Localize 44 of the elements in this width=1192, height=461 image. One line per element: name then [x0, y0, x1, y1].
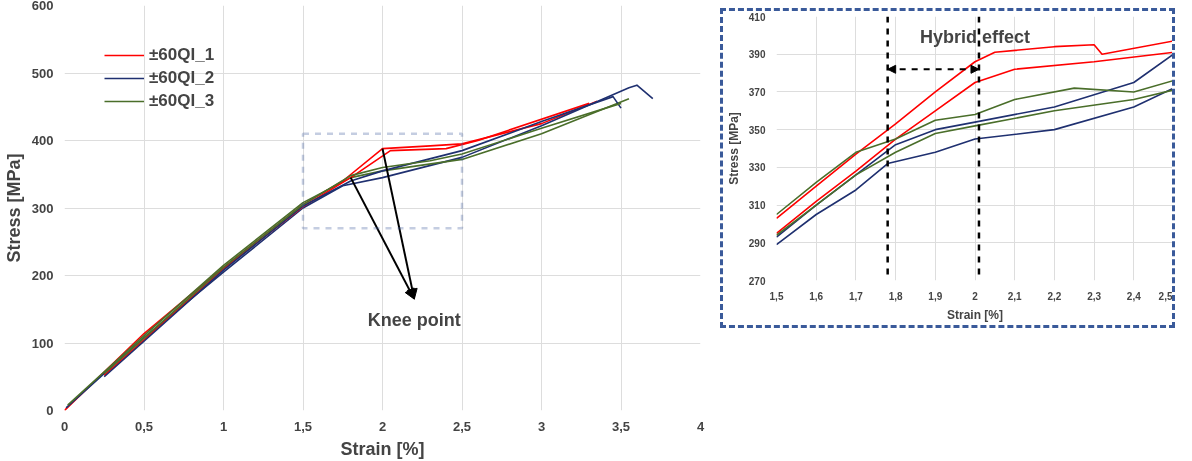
y-axis-title: Stress [MPa]	[3, 153, 24, 263]
annotation: Knee point	[367, 309, 461, 330]
x-tick-label: 1,9	[928, 290, 943, 302]
legend-label: ±60QI_3	[149, 91, 215, 111]
y-tick-label: 100	[31, 335, 54, 351]
y-tick-label: 330	[748, 162, 766, 174]
y-tick-label: 270	[748, 275, 766, 287]
x-tick-label: 1,6	[809, 290, 824, 302]
x-tick-label: 1,7	[848, 290, 864, 302]
y-tick-label: 410	[748, 11, 766, 23]
x-axis-title: Strain [%]	[947, 307, 1004, 322]
x-tick-label: 1,5	[293, 418, 313, 434]
x-tick-label: 2,5	[1158, 290, 1173, 302]
y-axis-title: Stress [MPa]	[726, 112, 741, 185]
x-tick-label: 2	[378, 418, 387, 434]
x-tick-label: 2,2	[1047, 290, 1062, 302]
x-tick-label: 3	[537, 418, 546, 434]
y-tick-label: 370	[748, 86, 766, 98]
y-tick-label: 310	[748, 200, 766, 212]
annotation: Hybrid effect	[919, 26, 1031, 47]
x-tick-label: 2,1	[1007, 290, 1023, 302]
y-tick-label: 0	[46, 403, 54, 418]
legend-label: ±60QI_2	[149, 68, 215, 88]
x-tick-label: 3,5	[611, 418, 631, 434]
x-tick-label: 2,4	[1126, 290, 1142, 302]
x-tick-label: 4	[696, 418, 705, 434]
x-tick-label: 1,5	[769, 290, 784, 302]
y-tick-label: 390	[748, 49, 766, 61]
x-tick-label: 2,5	[452, 418, 472, 434]
y-tick-label: 290	[748, 237, 766, 249]
x-tick-label: 2	[972, 290, 979, 302]
x-tick-label: 0	[60, 418, 69, 434]
y-tick-label: 300	[31, 200, 54, 216]
y-tick-label: 500	[31, 65, 54, 81]
x-tick-label: 1,8	[888, 290, 903, 302]
y-tick-label: 350	[748, 124, 766, 136]
y-tick-label: 400	[31, 133, 54, 148]
y-tick-label: 200	[31, 268, 54, 283]
legend-label: ±60QI_1	[149, 45, 215, 65]
x-tick-label: 0,5	[134, 418, 154, 434]
x-axis-title: Strain [%]	[340, 438, 425, 459]
y-tick-label: 600	[31, 0, 54, 13]
x-tick-label: 2,3	[1087, 290, 1102, 302]
x-tick-label: 1	[219, 418, 228, 434]
